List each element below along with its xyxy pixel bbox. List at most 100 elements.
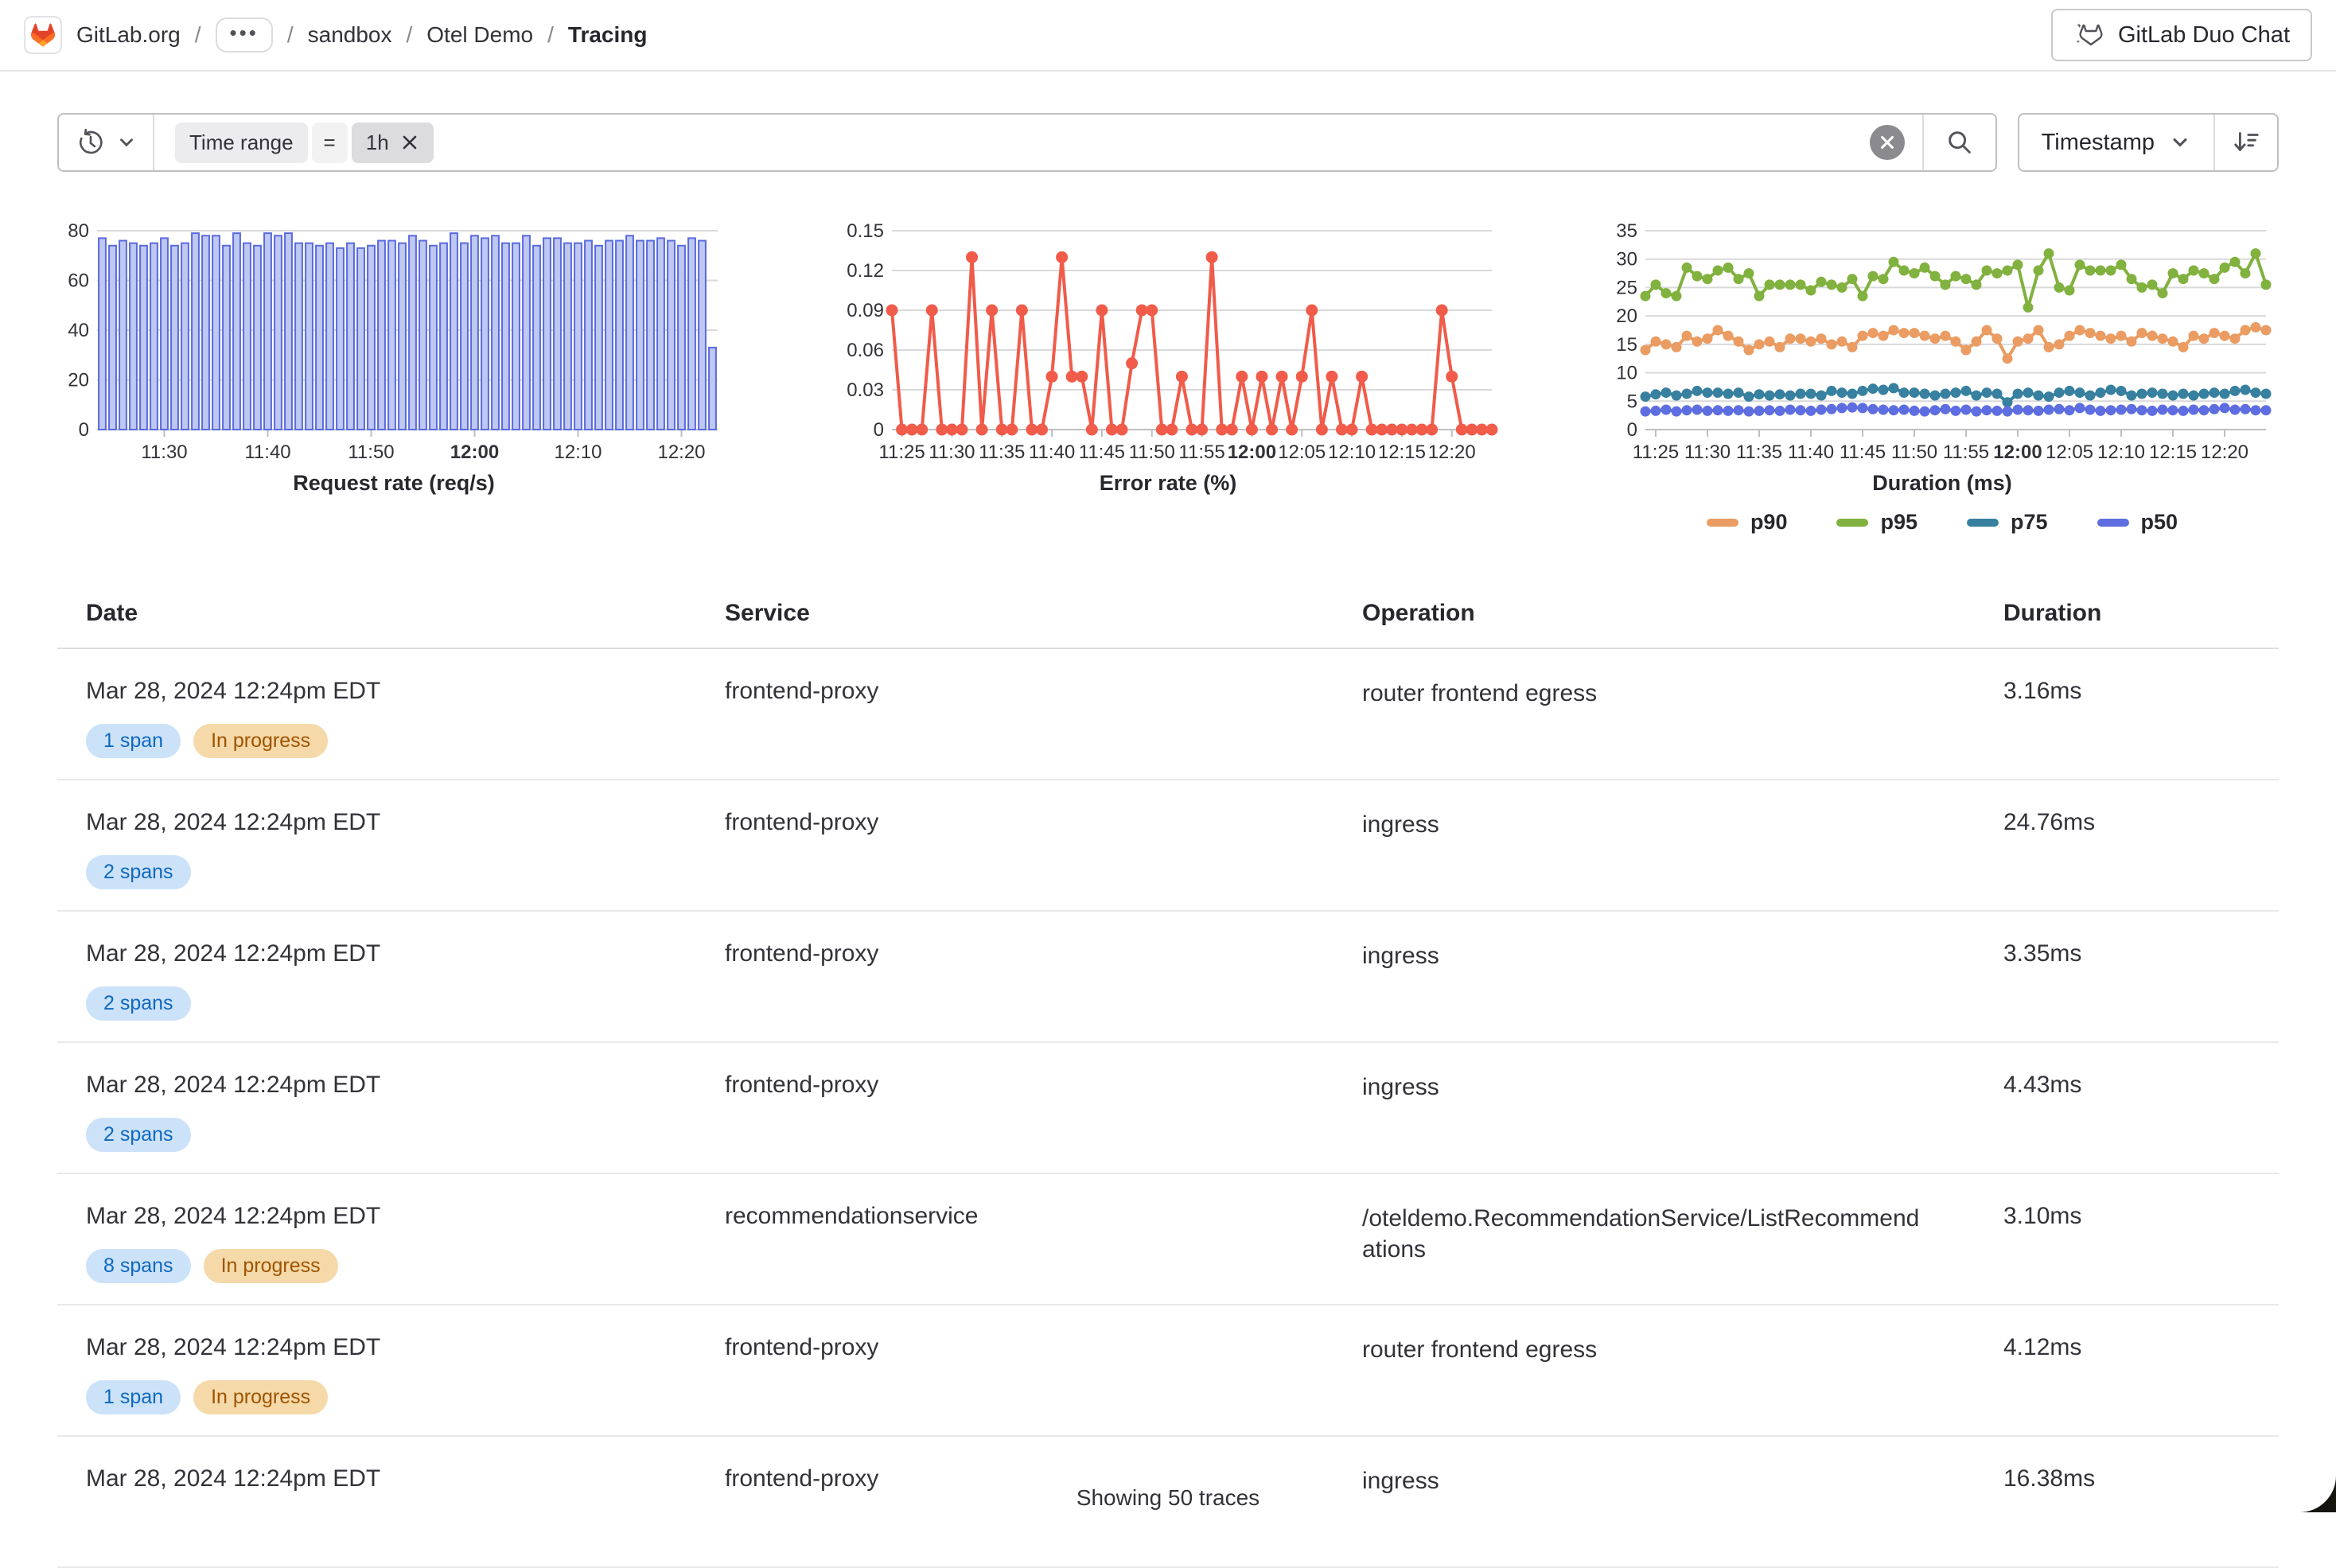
clear-search-button[interactable] (1869, 125, 1905, 160)
svg-text:12:10: 12:10 (1328, 442, 1376, 463)
breadcrumb-separator: / (406, 22, 413, 47)
svg-text:11:30: 11:30 (141, 442, 187, 463)
trace-date: Mar 28, 2024 12:24pm EDT (86, 1072, 381, 1098)
breadcrumb-link[interactable]: Otel Demo (426, 22, 534, 47)
search-history-dropdown[interactable] (59, 115, 154, 170)
svg-text:11:25: 11:25 (1633, 442, 1679, 463)
trace-badges: 2 spans (86, 1118, 725, 1152)
svg-text:5: 5 (1627, 391, 1637, 412)
svg-text:0: 0 (1627, 419, 1637, 441)
legend-label: p75 (2011, 510, 2048, 534)
span-count-badge: 2 spans (86, 855, 191, 889)
svg-text:11:45: 11:45 (1840, 442, 1886, 463)
trace-duration: 3.10ms (2003, 1203, 2082, 1229)
svg-text:12:00: 12:00 (1993, 442, 2042, 463)
duo-chat-label: GitLab Duo Chat (2117, 21, 2290, 48)
trace-date-cell: Mar 28, 2024 12:24pm EDT 2 spans (86, 940, 725, 1041)
sort-direction-button[interactable] (2213, 115, 2277, 170)
svg-text:20: 20 (1616, 305, 1637, 327)
svg-text:11:40: 11:40 (1788, 442, 1834, 463)
svg-text:11:40: 11:40 (244, 442, 290, 463)
gitlab-logo-icon (31, 23, 55, 47)
traces-count-summary: Showing 50 traces (1076, 1485, 1260, 1510)
breadcrumb-link[interactable]: GitLab.org (76, 22, 181, 47)
search-submit[interactable] (1921, 115, 1995, 170)
svg-text:0.09: 0.09 (847, 300, 884, 321)
span-count-badge: 2 spans (86, 1118, 191, 1152)
sort-field-dropdown[interactable]: Timestamp (2019, 115, 2213, 170)
table-row[interactable]: Mar 28, 2024 12:24pm EDT 2 spans frontend-… (57, 780, 2279, 912)
trace-operation: ingress (1362, 1468, 1439, 1494)
trace-duration: 24.76ms (2003, 809, 2096, 835)
duo-chat-button[interactable]: GitLab Duo Chat (2050, 9, 2312, 61)
svg-text:0: 0 (79, 419, 89, 441)
svg-text:0.12: 0.12 (847, 260, 884, 282)
trace-operation: ingress (1362, 1074, 1439, 1100)
trace-date: Mar 28, 2024 12:24pm EDT (86, 1334, 381, 1360)
legend-item-p95[interactable]: p95 (1836, 510, 1917, 535)
svg-text:12:20: 12:20 (1428, 442, 1476, 463)
trace-service: frontend-proxy (725, 1465, 879, 1492)
table-row[interactable]: Mar 28, 2024 12:24pm EDT 8 spans In progre… (57, 1174, 2279, 1305)
trace-date-cell: Mar 28, 2024 12:24pm EDT 2 spans (86, 809, 725, 910)
breadcrumb-link[interactable]: sandbox (307, 22, 392, 47)
status-badge: In progress (193, 724, 329, 758)
filter-token-time-range[interactable]: Time range = 1h (175, 122, 434, 163)
chevron-down-icon (2173, 138, 2187, 147)
legend-item-p75[interactable]: p75 (1967, 510, 2048, 535)
trace-operation: ingress (1362, 811, 1439, 838)
svg-text:12:00: 12:00 (450, 442, 499, 463)
span-count-badge: 1 span (86, 1380, 181, 1414)
sort-control: Timestamp (2017, 113, 2279, 172)
svg-text:12:10: 12:10 (554, 442, 602, 463)
svg-text:11:40: 11:40 (1029, 442, 1075, 463)
legend-swatch (1967, 518, 1999, 527)
svg-text:25: 25 (1616, 277, 1637, 298)
legend-swatch (1836, 518, 1869, 527)
filter-token-field[interactable]: Time range (175, 122, 308, 163)
trace-duration: 4.12ms (2003, 1334, 2082, 1360)
svg-text:11:35: 11:35 (979, 442, 1025, 463)
trace-date-cell: Mar 28, 2024 12:24pm EDT 1 span In progres… (86, 1334, 725, 1435)
table-row[interactable]: Mar 28, 2024 12:24pm EDT 1 span In progres… (57, 1305, 2279, 1437)
trace-date: Mar 28, 2024 12:24pm EDT (86, 809, 381, 835)
trace-date: Mar 28, 2024 12:24pm EDT (86, 1465, 381, 1492)
filter-token-value[interactable]: 1h (351, 122, 434, 163)
project-avatar (24, 16, 62, 54)
filter-token-operator[interactable]: = (311, 122, 348, 163)
metrics-charts: 0 20 40 60 80 11:30 11:40 11:50 12:00 12:10 12:20 … (64, 220, 2272, 535)
svg-text:60: 60 (68, 270, 89, 292)
trace-badges: 1 span In progress (86, 724, 725, 758)
table-row[interactable]: Mar 28, 2024 12:24pm EDT 2 spans frontend-… (57, 912, 2279, 1043)
svg-text:11:30: 11:30 (1684, 442, 1731, 463)
table-row[interactable]: Mar 28, 2024 12:24pm EDT 1 span In progres… (57, 649, 2279, 780)
breadcrumb-ellipsis-button[interactable]: ••• (215, 18, 273, 53)
trace-operation: /oteldemo.RecommendationService/ListReco… (1362, 1205, 1920, 1263)
request-rate-plot: 0 20 40 60 80 11:30 11:40 11:50 12:00 12:10 12:20 (68, 220, 718, 463)
trace-duration: 16.38ms (2003, 1465, 2096, 1492)
trace-operation: router frontend egress (1362, 1336, 1598, 1363)
svg-text:0: 0 (874, 419, 884, 441)
column-header-duration: Duration (2003, 600, 2102, 626)
svg-text:12:10: 12:10 (2097, 442, 2145, 463)
trace-date: Mar 28, 2024 12:24pm EDT (86, 678, 381, 704)
chevron-down-icon (120, 138, 133, 147)
traces-table: Date Service Operation Duration Mar 28, … (57, 586, 2279, 1568)
filtered-search-bar[interactable]: Time range = 1h (57, 113, 1997, 172)
trace-badges: 1 span In progress (86, 1380, 725, 1414)
status-badge: In progress (203, 1249, 338, 1283)
svg-text:12:05: 12:05 (2046, 442, 2093, 463)
svg-text:10: 10 (1616, 363, 1637, 384)
svg-text:35: 35 (1616, 220, 1637, 242)
trace-date-cell: Mar 28, 2024 12:24pm EDT 2 spans (86, 1072, 725, 1173)
svg-text:15: 15 (1616, 334, 1637, 356)
svg-text:30: 30 (1616, 249, 1637, 270)
token-close-icon[interactable] (400, 133, 419, 152)
column-header-operation: Operation (1362, 600, 1475, 626)
legend-item-p50[interactable]: p50 (2097, 510, 2178, 535)
table-row[interactable]: Mar 28, 2024 12:24pm EDT 2 spans frontend-… (57, 1043, 2279, 1174)
breadcrumb: GitLab.org / ••• / sandbox / Otel Demo / Tracing (24, 16, 647, 54)
svg-text:0.03: 0.03 (847, 379, 884, 401)
legend-item-p90[interactable]: p90 (1706, 510, 1787, 535)
breadcrumb-separator: / (194, 22, 201, 47)
